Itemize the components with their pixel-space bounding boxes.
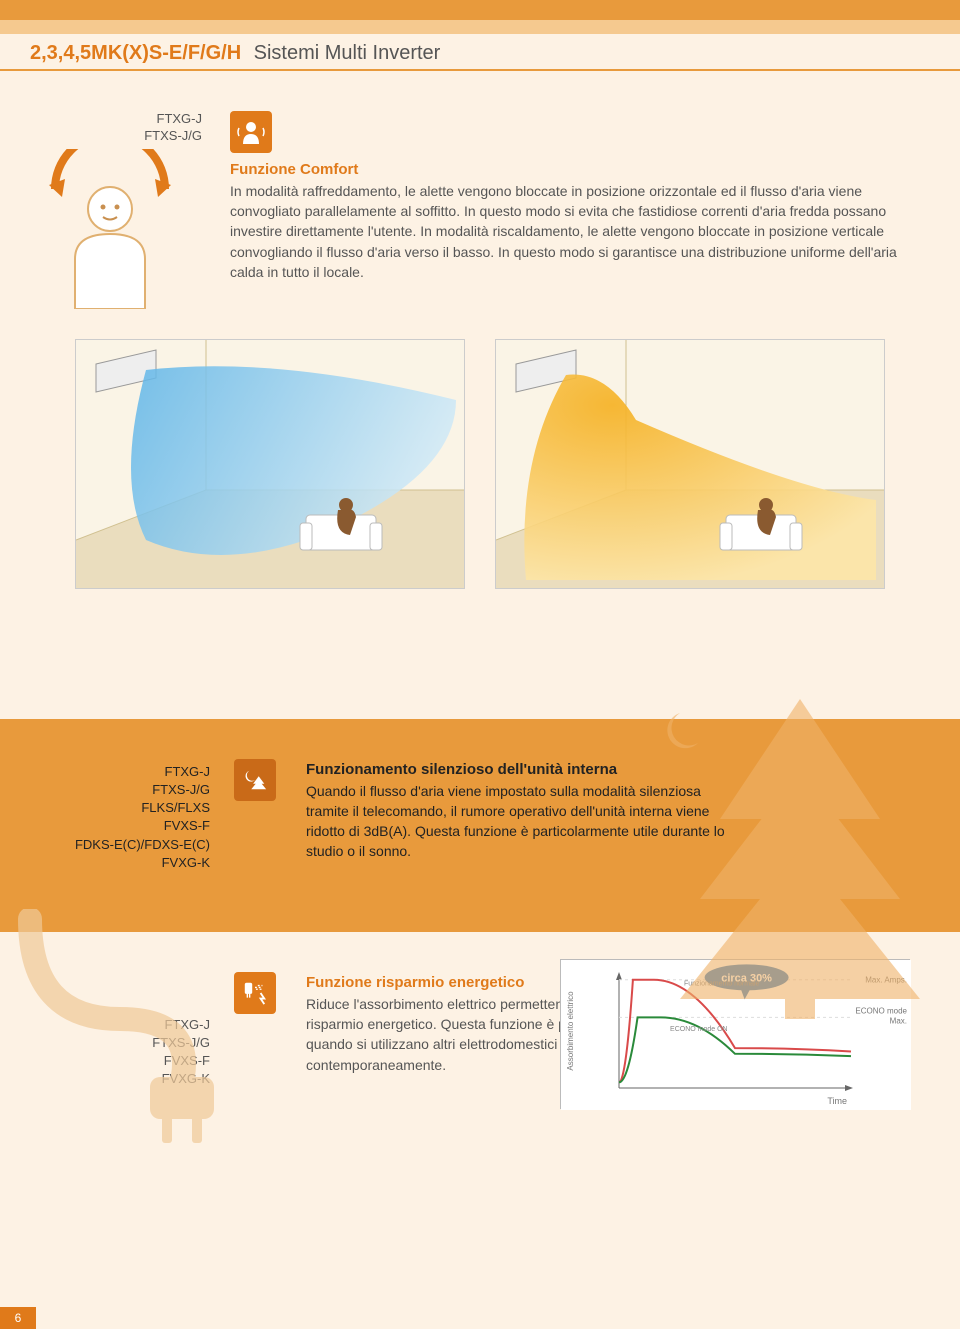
page-title-row: 2,3,4,5MK(X)S-E/F/G/H Sistemi Multi Inve… [0,34,960,71]
model-label: FVXG-K [40,854,210,872]
comfort-title: Funzione Comfort [230,161,358,178]
comfort-feature-icon [230,111,272,153]
model-name: Sistemi Multi Inverter [254,42,441,64]
model-label: FLKS/FLXS [40,799,210,817]
energy-icon-col [234,972,282,1089]
comfort-icon-column: FTXG-J FTXS-J/G [10,111,210,309]
quiet-title: Funzionamento silenzioso dell'unità inte… [306,761,617,778]
svg-text:Time: Time [827,1096,847,1106]
svg-text:ECONO mode ON: ECONO mode ON [670,1026,728,1033]
comfort-text: Funzione Comfort In modalità raffreddame… [230,159,920,282]
model-code: 2,3,4,5MK(X)S-E/F/G/H [30,42,241,64]
comfort-body: In modalità raffreddamento, le alette ve… [230,183,897,280]
comfort-person-icon [35,149,185,309]
quiet-icon [234,759,276,801]
energy-icon [234,972,276,1014]
page-number: 6 [0,1307,36,1329]
model-label: FTXS-J/G [144,128,202,145]
room-illustrations [0,339,960,719]
model-label: FTXS-J/G [40,781,210,799]
comfort-model-labels: FTXG-J FTXS-J/G [144,111,202,145]
room-heating [495,339,885,589]
model-label: FTXG-J [144,111,202,128]
quiet-model-labels: FTXG-J FTXS-J/G FLKS/FLXS FVXS-F FDKS-E(… [40,759,210,872]
header-bar [0,0,960,20]
plug-bg-icon [0,909,230,1149]
section-comfort: FTXG-J FTXS-J/G Funzione Comfort In moda [0,111,960,339]
quiet-body: Quando il flusso d'aria viene impostato … [306,783,725,860]
room-cooling [75,339,465,589]
header-sub-bar [0,20,960,34]
quiet-icon-col [234,759,282,872]
quiet-text: Funzionamento silenzioso dell'unità inte… [306,759,726,872]
comfort-text-col: Funzione Comfort In modalità raffreddame… [230,111,920,309]
section-quiet: FTXG-J FTXS-J/G FLKS/FLXS FVXS-F FDKS-E(… [0,719,960,932]
model-label: FVXS-F [40,817,210,835]
energy-title: Funzione risparmio energetico [306,974,524,991]
model-label: FDKS-E(C)/FDXS-E(C) [40,836,210,854]
svg-text:Assorbimento elettrico: Assorbimento elettrico [566,991,575,1071]
model-label: FTXG-J [40,763,210,781]
